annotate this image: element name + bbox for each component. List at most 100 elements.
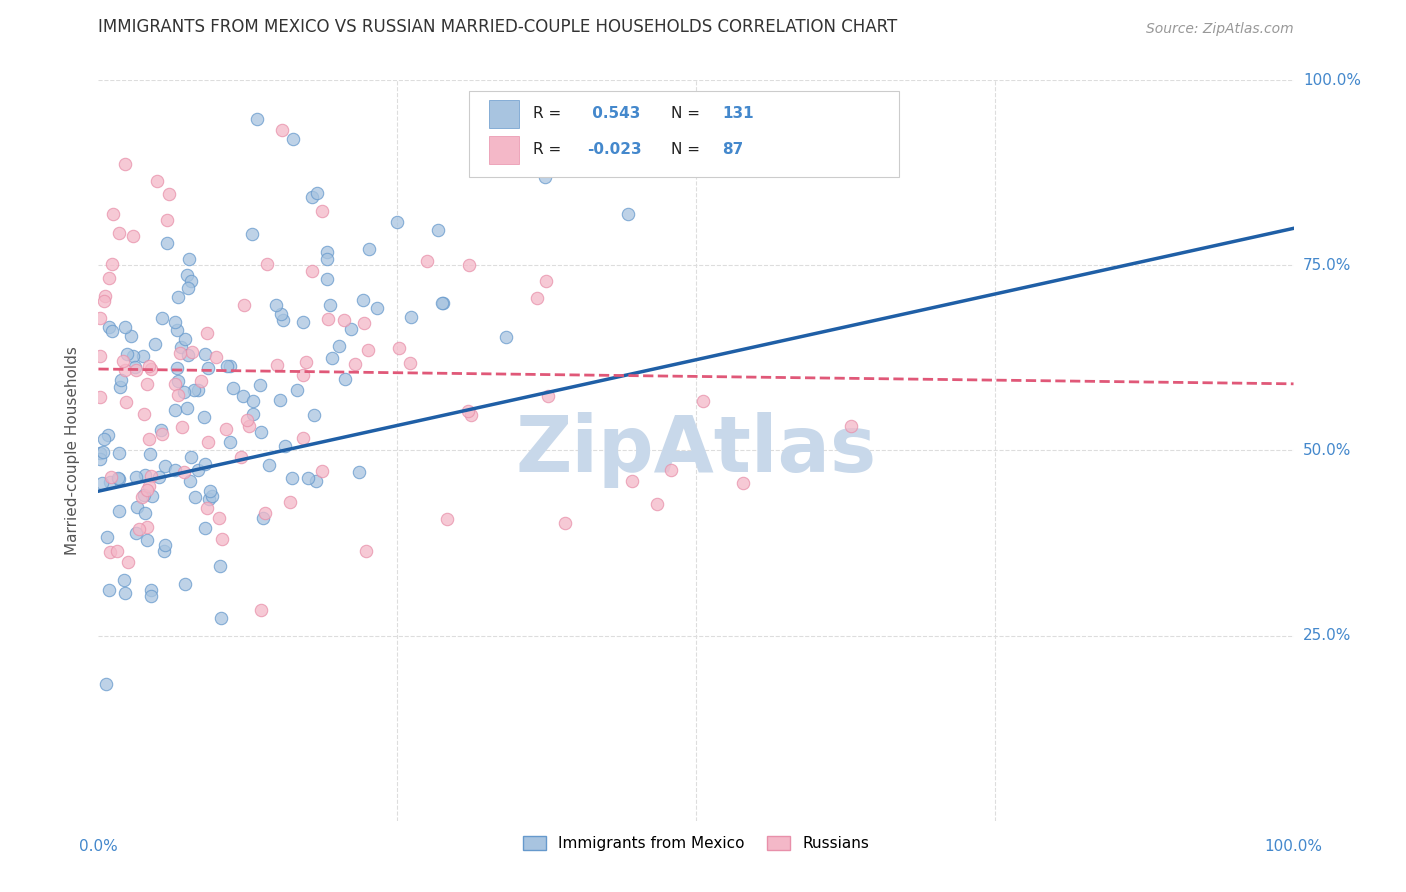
Point [193, 410, 215, 425]
Point [165, 463, 187, 477]
Point [89, 310, 111, 325]
Text: 25.0%: 25.0% [1303, 628, 1351, 643]
Point [198, 492, 221, 507]
Point [259, 458, 281, 472]
Point [533, 169, 555, 184]
Point [292, 315, 315, 329]
Bar [489, 100, 519, 128]
Point [366, 301, 388, 316]
Text: R =: R = [533, 106, 567, 121]
Point [91, 445, 114, 459]
Point [136, 520, 159, 534]
Point [105, 544, 128, 558]
FancyBboxPatch shape [470, 91, 900, 177]
Point [460, 408, 482, 422]
Point [353, 316, 375, 330]
Point [89, 390, 111, 404]
Point [335, 372, 357, 386]
Point [101, 206, 124, 220]
Point [114, 157, 136, 171]
Point [141, 582, 163, 597]
Point [170, 420, 193, 434]
Point [333, 313, 356, 327]
Point [136, 533, 159, 547]
Point [121, 349, 143, 363]
Point [173, 466, 195, 480]
Point [152, 543, 174, 558]
Point [194, 457, 217, 471]
Point [264, 298, 287, 312]
Point [219, 359, 242, 373]
Point [349, 465, 371, 479]
Point [291, 432, 314, 446]
Point [401, 310, 423, 324]
Point [318, 298, 340, 312]
Point [233, 298, 256, 312]
Point [432, 295, 454, 310]
Point [100, 545, 122, 559]
Point [174, 332, 197, 346]
Point [249, 603, 271, 617]
Point [165, 315, 187, 329]
Text: 0.543: 0.543 [588, 106, 641, 121]
Point [97, 427, 120, 442]
Point [125, 526, 148, 541]
Legend: Immigrants from Mexico, Russians: Immigrants from Mexico, Russians [516, 830, 876, 857]
Point [387, 214, 409, 228]
Point [208, 511, 231, 525]
Point [89, 451, 111, 466]
Point [427, 223, 450, 237]
Point [457, 404, 479, 418]
Point [180, 345, 202, 359]
Point [253, 506, 276, 520]
Point [266, 358, 288, 372]
Point [340, 322, 363, 336]
Point [295, 355, 318, 369]
Point [176, 348, 198, 362]
Point [621, 475, 644, 489]
Point [194, 521, 217, 535]
Text: 100.0%: 100.0% [1303, 73, 1361, 87]
Point [138, 432, 160, 446]
Text: 50.0%: 50.0% [1303, 443, 1351, 458]
Point [163, 376, 186, 391]
Point [184, 490, 207, 504]
Point [134, 468, 156, 483]
Point [138, 447, 160, 461]
Point [315, 245, 337, 260]
Point [204, 351, 226, 365]
Text: Source: ZipAtlas.com: Source: ZipAtlas.com [1146, 22, 1294, 36]
Point [240, 227, 263, 241]
Point [141, 489, 163, 503]
Point [242, 407, 264, 421]
Text: 0.0%: 0.0% [79, 839, 118, 855]
Point [176, 281, 198, 295]
Point [94, 288, 117, 302]
Point [388, 342, 411, 356]
Point [301, 189, 323, 203]
Point [305, 186, 328, 201]
Point [141, 589, 163, 603]
Point [167, 374, 190, 388]
Point [120, 329, 142, 343]
Point [163, 403, 186, 417]
Point [554, 516, 576, 530]
Point [221, 381, 243, 395]
Point [242, 394, 264, 409]
Text: -0.023: -0.023 [588, 143, 643, 157]
Point [278, 495, 301, 509]
Text: N =: N = [671, 143, 704, 157]
Point [432, 296, 454, 310]
Point [125, 470, 148, 484]
Point [201, 489, 224, 503]
Point [180, 274, 202, 288]
Point [311, 204, 333, 219]
Point [281, 471, 304, 485]
Point [128, 522, 150, 536]
Point [100, 469, 122, 483]
Point [316, 272, 339, 286]
Point [143, 337, 166, 351]
Point [517, 136, 540, 150]
Point [526, 291, 548, 305]
Point [173, 577, 195, 591]
